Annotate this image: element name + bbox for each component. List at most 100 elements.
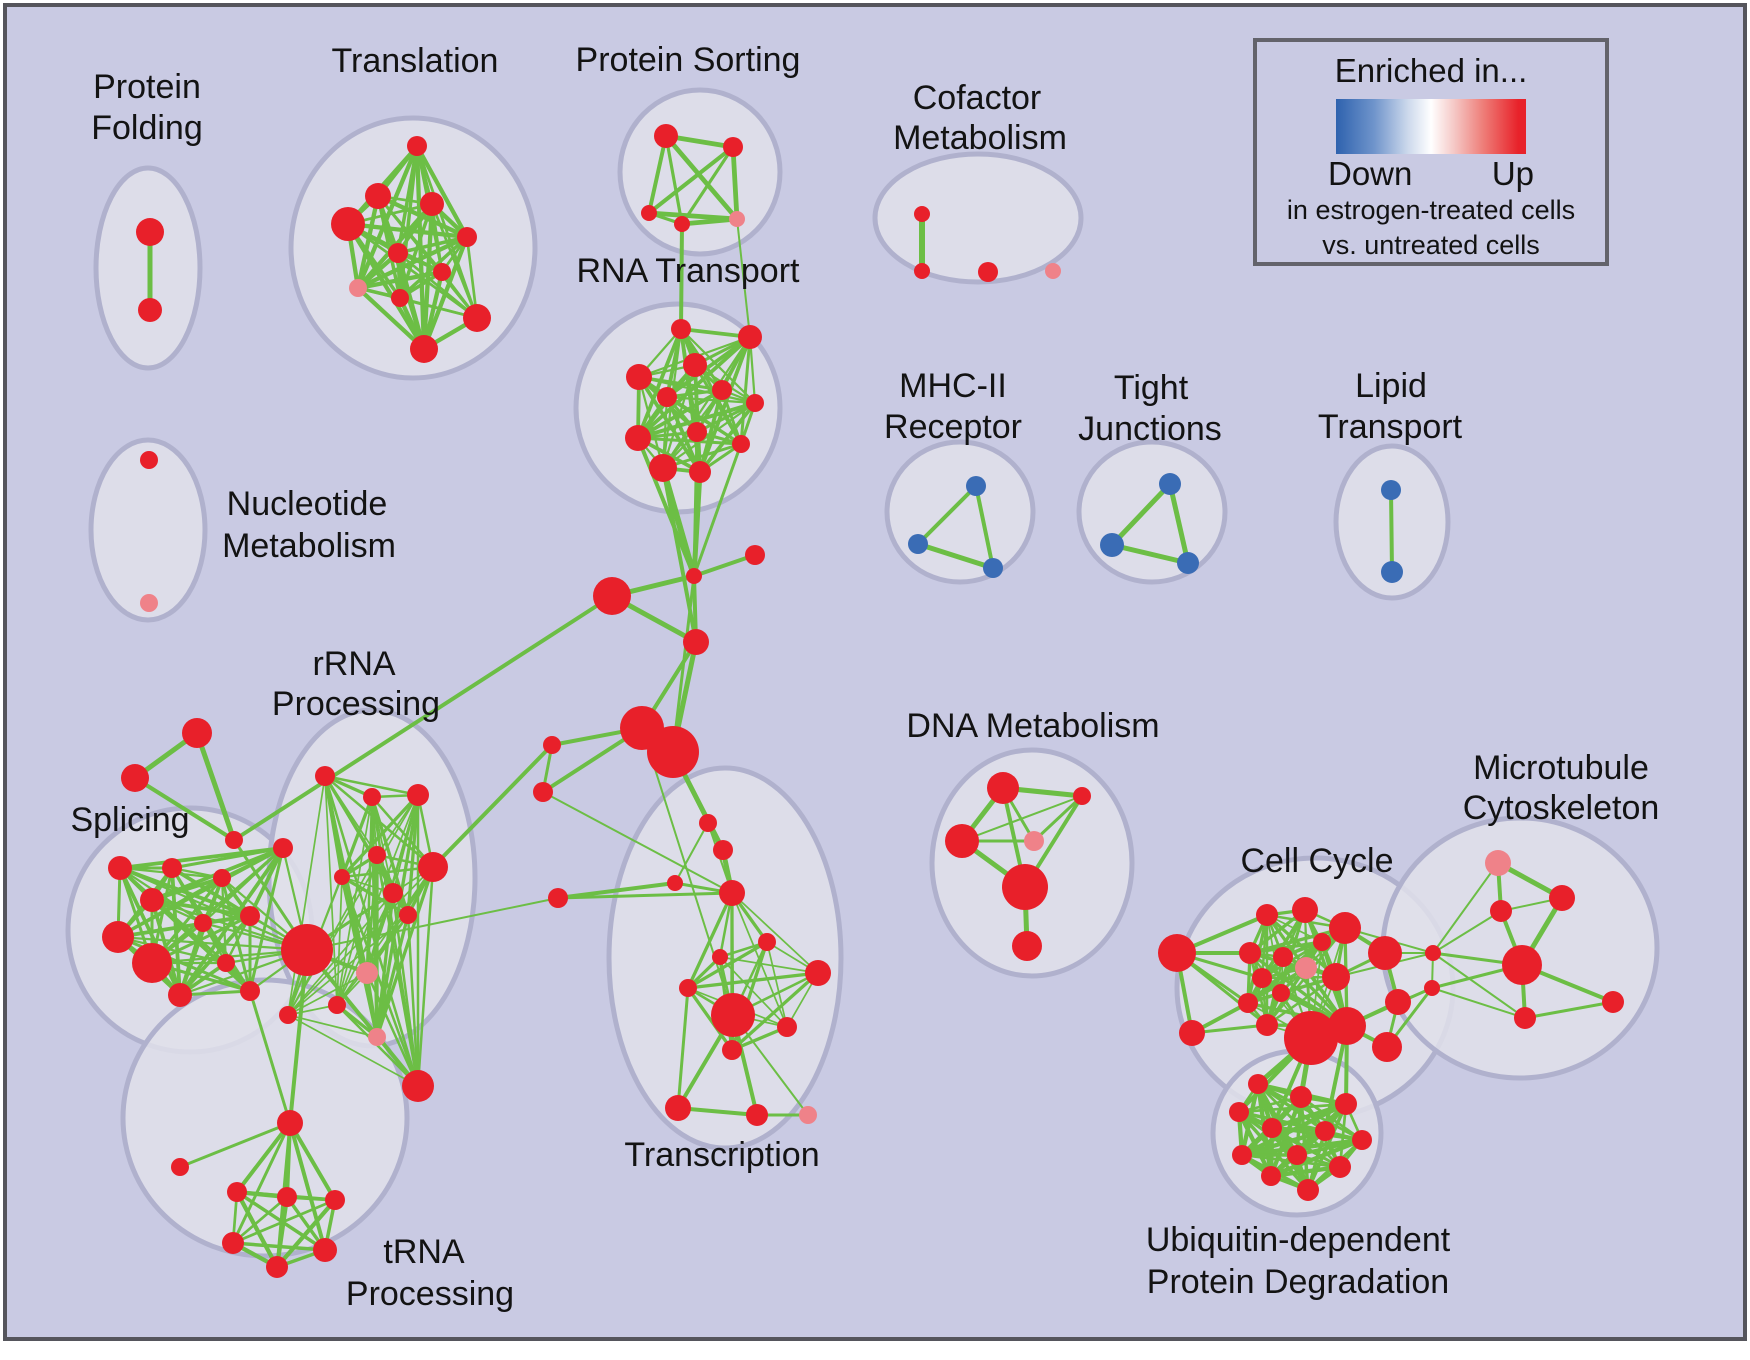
legend-gradient-bar [1336, 99, 1526, 154]
node-w4 [277, 1187, 297, 1207]
edge-ps5-rt2 [736, 218, 751, 338]
cluster-label-cell-cycle-line1: Cell Cycle [1240, 842, 1393, 880]
node-n2 [140, 594, 158, 612]
edge-rrna-processing-r6-r10 [336, 866, 434, 1006]
node-t7 [433, 263, 451, 281]
node-b6 [647, 726, 699, 778]
node-x3 [667, 875, 683, 891]
node-cm4 [1045, 263, 1061, 279]
cluster-ellipse-dna-metabolism [929, 747, 1135, 979]
edge-c1-hub [306, 897, 559, 951]
cluster-ellipse-nucleotide-metabolism [88, 437, 208, 623]
edge-w1-w8 [288, 1121, 327, 1252]
node-rt11 [689, 461, 711, 483]
cluster-label-microtubule-cytoskeleton-line2: Cytoskeleton [1463, 789, 1660, 827]
node-u2 [1290, 1086, 1312, 1108]
edge-translation-t4-t10 [430, 202, 479, 320]
edge-rrna-processing-r3-r5 [340, 793, 420, 879]
legend-title: Enriched in... [1334, 52, 1528, 89]
node-d3 [945, 824, 979, 858]
edge-c1-x4 [556, 891, 734, 900]
node-pf1 [136, 218, 164, 246]
edge-trna-ring-w4-w6 [231, 1195, 289, 1245]
node-r2 [363, 788, 381, 806]
node-s4 [273, 838, 293, 858]
edge-transcription-core-x4-x7 [731, 892, 819, 974]
edge-b7-r6 [431, 743, 554, 869]
edge-rrna-processing-r7-r11 [375, 891, 395, 1039]
node-cc3 [1256, 904, 1278, 926]
cluster-label-protein-folding-line2: Folding [91, 109, 203, 147]
node-hub [281, 924, 333, 976]
cluster-label-microtubule-cytoskeleton-line1: Microtubule [1473, 749, 1649, 787]
edge-protein-sorting-ps2-ps4 [680, 145, 735, 226]
node-s1 [182, 718, 212, 748]
node-s9 [102, 921, 134, 953]
node-w2 [171, 1158, 189, 1176]
edge-rrna-processing-r3-r8 [406, 793, 420, 917]
node-w5 [325, 1190, 345, 1210]
edge-rna-transport-rt7-rt11 [698, 401, 757, 474]
edge-rrna-processing-r8-r11 [375, 913, 410, 1039]
cluster-label-protein-folding-line1: Protein [93, 68, 201, 106]
node-cm2 [914, 263, 930, 279]
node-cc1 [1158, 934, 1196, 972]
node-x12 [665, 1095, 691, 1121]
node-cc17 [1368, 936, 1402, 970]
node-u6 [1315, 1121, 1335, 1141]
node-ps5 [729, 211, 745, 227]
edge-ubiquitin-ring-u7-u11 [1268, 1137, 1365, 1179]
node-cc9 [1295, 957, 1317, 979]
edge-transcription-core-x6-x10 [719, 956, 788, 1028]
node-r13 [279, 1006, 297, 1024]
edge-x12-x13 [676, 1106, 759, 1117]
node-rt9 [687, 422, 707, 442]
node-w7 [266, 1256, 288, 1278]
edge-trna-ring-w5-w6 [231, 1198, 337, 1245]
cluster-label-translation-line1: Translation [332, 42, 499, 80]
edge-rt9-b1 [692, 430, 699, 578]
edge-splicing-s8-s11 [150, 898, 252, 918]
edge-ps4-rt1 [679, 222, 684, 331]
edge-w1-w2 [178, 1121, 292, 1169]
node-t1 [407, 136, 427, 156]
edge-transcription-core-x8-x11 [686, 986, 734, 1052]
node-cc12 [1272, 984, 1290, 1002]
node-x2 [713, 840, 733, 860]
edge-translation-t1-t8 [355, 143, 420, 291]
edge-w1-w3 [235, 1121, 292, 1194]
node-s8 [140, 888, 164, 912]
node-cc4 [1292, 897, 1318, 923]
node-pf2 [138, 298, 162, 322]
node-x4 [719, 880, 745, 906]
edge-x1-x3 [674, 822, 709, 884]
node-w1 [277, 1110, 303, 1136]
edge-transcription-core-x5-x10 [766, 941, 788, 1028]
edge-c1-x3 [556, 881, 677, 900]
node-ps3 [641, 205, 657, 221]
edge-d2-d4 [1032, 794, 1084, 843]
node-s7 [213, 869, 231, 887]
edge-s3-b3 [232, 594, 614, 842]
node-d6 [1012, 931, 1042, 961]
legend: Enriched in... Down Up in estrogen-treat… [1253, 38, 1609, 266]
node-mc1 [1425, 945, 1441, 961]
node-s14 [168, 983, 192, 1007]
cluster-label-tight-junctions-line2: Junctions [1078, 410, 1222, 448]
node-rt4 [626, 364, 652, 390]
node-r8 [399, 906, 417, 924]
cluster-label-cofactor-metabolism-line2: Metabolism [893, 119, 1067, 157]
node-rt5 [657, 387, 677, 407]
node-mt2 [1549, 885, 1575, 911]
node-s15 [240, 981, 260, 1001]
node-s13 [217, 954, 235, 972]
edge-ubiquitin-ring-u6-u8 [1239, 1128, 1328, 1158]
node-u4 [1229, 1102, 1249, 1122]
edge-x8-x12 [676, 986, 690, 1110]
edge-b8-x4 [542, 791, 733, 894]
node-r4 [368, 846, 386, 864]
edge-mc1-mt6 [1432, 952, 1526, 1019]
edge-hub-r12 [305, 948, 420, 1088]
node-rt1 [671, 319, 691, 339]
